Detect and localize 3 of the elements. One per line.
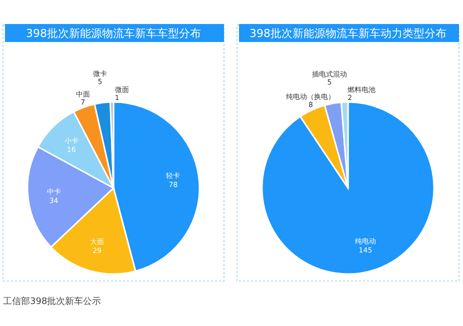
chart-title: 398批次新能源物流车新车动力类型分布 [250,27,446,40]
chart-title: 398批次新能源物流车新车车型分布 [26,27,201,40]
text: 工信部398批次新车公示 [3,296,102,307]
